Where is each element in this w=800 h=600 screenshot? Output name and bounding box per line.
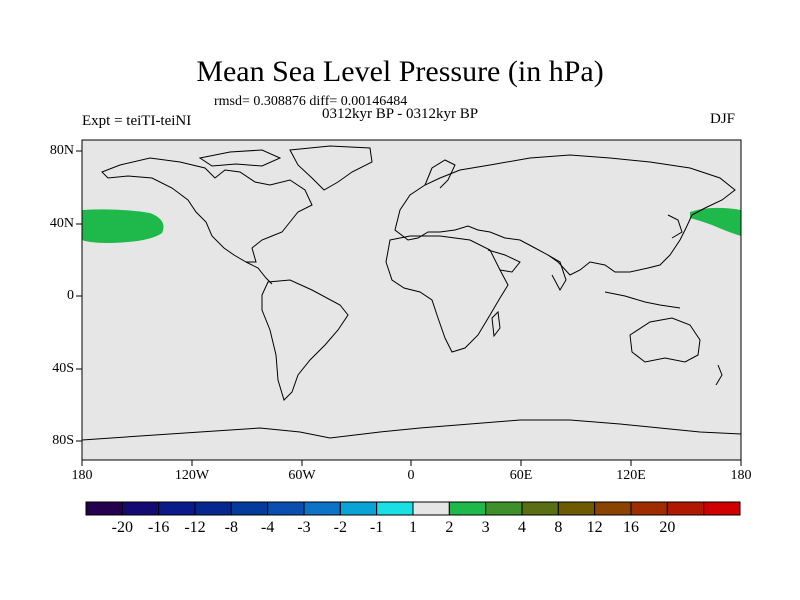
coast-indonesia — [604, 291, 681, 309]
lon-label-180e: 180 — [730, 468, 752, 483]
coast-new-zealand — [715, 364, 723, 386]
colorbar-box — [521, 501, 559, 516]
lon-label-120e: 120E — [616, 468, 646, 483]
lat-label-80s: 80S — [52, 433, 74, 448]
colorbar-box — [557, 501, 596, 516]
coast-arctic-islands — [198, 149, 282, 167]
lon-label-60e: 60E — [509, 468, 533, 483]
colorbar-box — [339, 501, 378, 516]
coast-australia — [629, 317, 701, 363]
colorbar-box — [158, 501, 196, 516]
coast-arabia — [487, 249, 521, 273]
colorbar-box — [121, 501, 160, 516]
lon-label-0: 0 — [407, 468, 415, 483]
coast-scandinavia — [424, 159, 456, 189]
experiment-label: Expt = teiTI-teiNI — [82, 113, 192, 129]
colorbar-box — [594, 501, 632, 516]
lat-label-40s: 40S — [52, 361, 74, 376]
colorbar-box — [485, 501, 523, 516]
map-background — [82, 140, 741, 460]
colorbar-label: 16 — [623, 519, 639, 536]
lat-label-80n: 80N — [49, 143, 74, 158]
colorbar-label: 12 — [586, 519, 603, 536]
coast-greenland — [289, 145, 373, 191]
coast-south-america — [261, 279, 349, 401]
lon-label-180w: 180 — [71, 468, 93, 483]
coast-india — [547, 254, 567, 292]
colorbar-box — [230, 501, 269, 516]
colorbar-label: -1 — [369, 519, 384, 536]
colorbar-box — [376, 501, 414, 516]
colorbar-label: -3 — [297, 519, 311, 536]
lat-label-0: 0 — [67, 288, 74, 303]
period-subtitle: 0312kyr BP - 0312kyr BP — [322, 106, 479, 122]
page-title: Mean Sea Level Pressure (in hPa) — [196, 55, 604, 88]
colorbar-label: 1 — [409, 519, 417, 536]
colorbar-label: -2 — [333, 519, 347, 536]
colorbar-box — [303, 501, 341, 516]
coast-africa — [385, 235, 509, 353]
coast-antarctica — [81, 419, 742, 441]
colorbar-label: 3 — [481, 519, 490, 536]
colorbar-label: -8 — [224, 519, 238, 536]
colorbar-box — [703, 501, 741, 516]
colorbar-label: -16 — [147, 519, 170, 536]
colorbar-label: -4 — [260, 519, 275, 536]
colorbar-box — [666, 501, 705, 516]
season-label: DJF — [710, 111, 736, 127]
colorbar-box — [448, 501, 487, 516]
colorbar-label: -12 — [184, 519, 206, 536]
colorbar-label: 20 — [659, 519, 676, 536]
lon-label-120w: 120W — [174, 468, 210, 483]
colorbar-box — [85, 501, 123, 516]
colorbar-box — [630, 501, 668, 516]
colorbar — [85, 501, 741, 516]
coast-madagascar — [491, 310, 501, 338]
colorbar-box — [267, 501, 305, 516]
colorbar-box — [412, 501, 450, 516]
lon-label-60w: 60W — [288, 468, 316, 483]
coast-north-america — [101, 157, 313, 263]
axis-ticks — [76, 150, 742, 466]
coastlines — [81, 145, 742, 441]
colorbar-box — [194, 501, 232, 516]
lat-label-40n: 40N — [49, 216, 74, 231]
colorbar-label: 8 — [554, 519, 563, 536]
anomaly-patch-pacific-east — [690, 207, 741, 236]
coast-japan — [667, 214, 683, 239]
stats-label: rmsd= 0.308876 diff= 0.00146484 — [214, 94, 408, 109]
colorbar-label: 4 — [518, 519, 526, 536]
colorbar-label: 2 — [445, 519, 454, 536]
coast-eurasia — [394, 154, 736, 276]
colorbar-label: -20 — [111, 519, 133, 536]
coast-central-america — [245, 261, 273, 285]
anomaly-patch-pacific-west — [82, 209, 164, 243]
